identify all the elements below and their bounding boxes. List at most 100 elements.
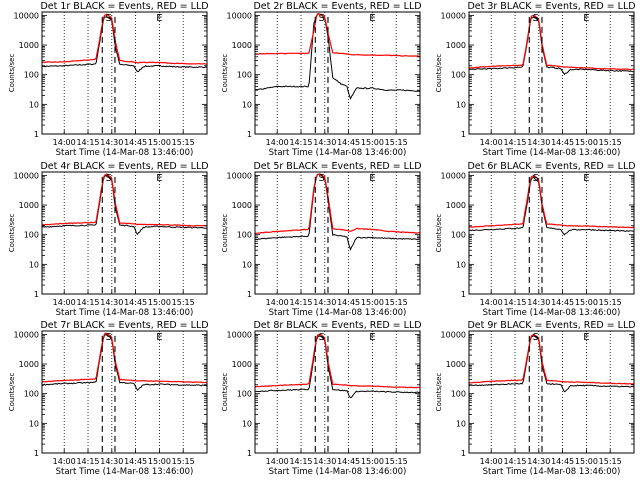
y-tick-label: 10000 [14, 11, 39, 20]
y-tick-label: 1000 [19, 360, 39, 369]
x-tick-label: 15:00 [575, 298, 598, 307]
x-tick-label: 14:30 [100, 457, 123, 466]
start-marker: S [105, 13, 111, 24]
plot-frame [468, 11, 635, 135]
y-tick-label: 1 [34, 449, 39, 458]
x-tick-label: 15:00 [575, 138, 598, 147]
events-series-line [255, 173, 420, 251]
lld-series-line [255, 13, 420, 58]
x-tick-label: 15:00 [148, 138, 171, 147]
x-tick-label: 14:15 [289, 138, 312, 147]
x-tick-label: 14:30 [527, 298, 550, 307]
x-tick-label: 15:00 [148, 298, 171, 307]
x-tick-label: 14:00 [480, 457, 503, 466]
x-tick-label: 15:15 [599, 457, 622, 466]
events-series-line [469, 176, 634, 236]
x-tick-label: 15:15 [385, 298, 408, 307]
x-tick-label: 14:15 [503, 298, 526, 307]
start-marker: S [532, 173, 538, 184]
y-axis-label: Counts/sec [221, 373, 229, 412]
x-tick-label: 14:45 [551, 457, 574, 466]
x-tick-label: 15:15 [599, 138, 622, 147]
end-marker: E [583, 13, 589, 24]
x-axis-label: Start Time (14-Mar-08 13:46:00) [56, 148, 194, 158]
y-axis-label: Counts/sec [221, 54, 229, 93]
x-tick-label: 14:30 [100, 138, 123, 147]
x-axis-label: Start Time (14-Mar-08 13:46:00) [269, 308, 407, 318]
y-axis-label: Counts/sec [221, 214, 229, 253]
lld-series-line [469, 15, 634, 71]
x-axis-label: Start Time (14-Mar-08 13:46:00) [483, 308, 621, 318]
chart-title: Det 3r BLACK = Events, RED = LLD [467, 1, 635, 12]
y-tick-label: 100 [24, 390, 39, 399]
x-tick-label: 14:30 [527, 457, 550, 466]
x-tick-label: 14:45 [337, 138, 360, 147]
y-tick-label: 10000 [441, 11, 466, 20]
y-tick-label: 1000 [446, 41, 466, 50]
x-tick-label: 15:15 [385, 138, 408, 147]
y-tick-label: 1 [34, 130, 39, 139]
x-tick-label: 15:00 [361, 298, 384, 307]
x-tick-label: 14:30 [100, 298, 123, 307]
chart-title: Det 9r BLACK = Events, RED = LLD [467, 320, 635, 331]
y-tick-label: 100 [451, 231, 466, 240]
y-tick-label: 10 [456, 419, 466, 428]
y-tick-label: 10000 [227, 11, 252, 20]
events-series-line [255, 335, 420, 399]
x-tick-label: 15:00 [575, 457, 598, 466]
y-tick-label: 100 [24, 71, 39, 80]
x-tick-label: 14:30 [313, 298, 336, 307]
x-tick-label: 14:00 [53, 138, 76, 147]
y-tick-label: 10 [242, 260, 252, 269]
y-axis-label: Counts/sec [435, 54, 443, 93]
x-tick-label: 14:45 [551, 138, 574, 147]
x-tick-label: 15:15 [385, 457, 408, 466]
lld-series-line [255, 173, 420, 235]
x-tick-label: 14:00 [53, 457, 76, 466]
chart-title: Det 1r BLACK = Events, RED = LLD [40, 1, 208, 12]
start-marker: S [105, 332, 111, 343]
y-tick-label: 10000 [441, 330, 466, 339]
lld-series-line [469, 174, 634, 229]
x-tick-label: 14:15 [76, 298, 99, 307]
chart-title: Det 7r BLACK = Events, RED = LLD [40, 320, 208, 331]
y-tick-label: 1 [247, 449, 252, 458]
x-tick-label: 15:00 [361, 138, 384, 147]
x-tick-label: 15:15 [172, 298, 195, 307]
y-axis-label: Counts/sec [8, 214, 16, 253]
y-tick-label: 10 [29, 100, 39, 109]
plot-frame [254, 330, 421, 454]
x-tick-label: 14:45 [124, 138, 147, 147]
x-tick-label: 14:45 [551, 298, 574, 307]
y-tick-label: 1000 [446, 360, 466, 369]
x-tick-label: 14:45 [124, 457, 147, 466]
y-tick-label: 100 [237, 231, 252, 240]
x-tick-label: 14:00 [266, 138, 289, 147]
x-tick-label: 14:30 [313, 138, 336, 147]
x-tick-label: 14:00 [266, 457, 289, 466]
start-marker: S [318, 13, 324, 24]
end-marker: E [583, 173, 589, 184]
start-marker: S [318, 173, 324, 184]
y-tick-label: 1 [461, 130, 466, 139]
chart-title: Det 6r BLACK = Events, RED = LLD [467, 161, 635, 172]
plot-frame [468, 171, 635, 295]
lld-series-line [42, 332, 207, 384]
x-tick-label: 14:15 [76, 138, 99, 147]
plot-frame [41, 171, 208, 295]
end-marker: E [156, 332, 162, 343]
y-tick-label: 10000 [441, 171, 466, 180]
start-marker: S [532, 332, 538, 343]
y-tick-label: 1 [461, 290, 466, 299]
x-tick-label: 15:15 [599, 298, 622, 307]
y-tick-label: 100 [451, 71, 466, 80]
y-tick-label: 10000 [14, 171, 39, 180]
